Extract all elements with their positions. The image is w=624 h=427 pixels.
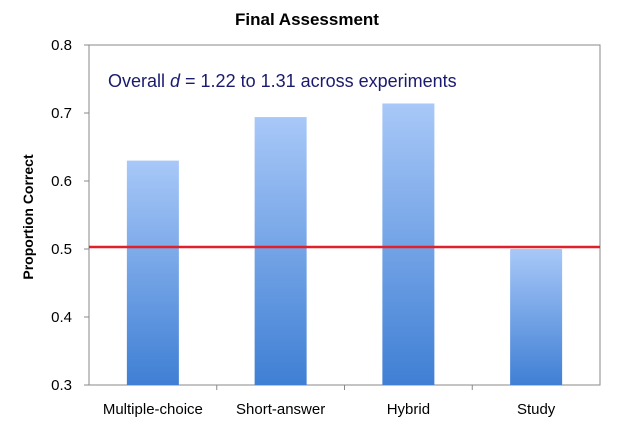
chart-title: Final Assessment bbox=[235, 10, 379, 29]
annotation-prefix: Overall bbox=[108, 71, 170, 91]
bar-multiple-choice bbox=[126, 160, 179, 385]
y-tick-label: 0.6 bbox=[51, 173, 72, 190]
y-tick-label: 0.7 bbox=[51, 105, 72, 122]
y-tick-label: 0.5 bbox=[51, 241, 72, 258]
y-tick-label: 0.8 bbox=[51, 37, 72, 54]
bar-short-answer bbox=[254, 117, 307, 385]
x-tick-label: Multiple-choice bbox=[103, 401, 203, 418]
x-tick-label: Short-answer bbox=[236, 401, 325, 418]
annotation-text: Overall d = 1.22 to 1.31 across experime… bbox=[108, 71, 457, 91]
y-axis-title: Proportion Correct bbox=[20, 154, 36, 280]
bar-study bbox=[510, 249, 563, 385]
bars bbox=[126, 103, 563, 385]
y-tick-label: 0.3 bbox=[51, 377, 72, 394]
bar-hybrid bbox=[382, 103, 435, 385]
x-tick-label: Hybrid bbox=[387, 401, 430, 418]
y-tick-label: 0.4 bbox=[51, 309, 72, 326]
annotation-italic: d bbox=[170, 71, 181, 91]
annotation-suffix: = 1.22 to 1.31 across experiments bbox=[180, 71, 457, 91]
x-tick-label: Study bbox=[517, 401, 556, 418]
y-axis-ticks: 0.3 0.4 0.5 0.6 0.7 0.8 bbox=[51, 37, 89, 394]
x-axis-ticks: Multiple-choice Short-answer Hybrid Study bbox=[103, 385, 556, 418]
